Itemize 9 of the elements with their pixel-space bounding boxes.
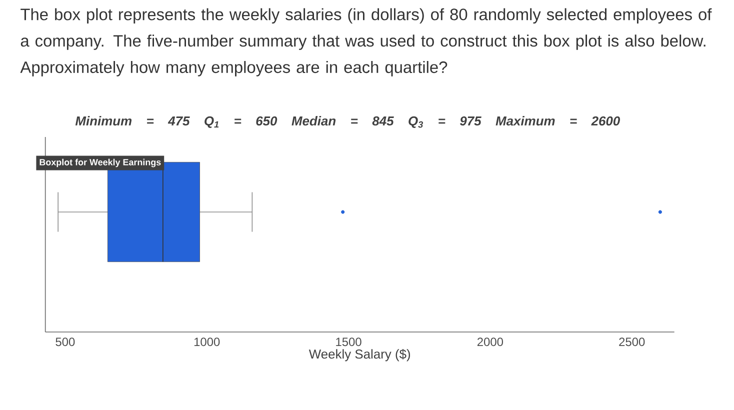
text: Minimum = 475 Q$_{1}$ = 650 Median = 845 Q$_{3}$ = 975 Maximum = 2600 [75,116,620,128]
x-tick-label: 1500 [336,338,362,346]
x-tick-label: 1000 [194,338,220,346]
x-tick-label: 2500 [619,338,645,346]
x-tick-label: 2000 [477,338,504,346]
x-tick-label: 500 [56,338,75,346]
annotation: Boxplot for Weekly Earnings [40,158,161,168]
chart-title: The box plot represents the weekly salaries (in dollars) of 80 randomly selected employees of a company. The five-number summary that was used to construct this box plot is also below. Approximately how many employees are in each quartile? [20,8,712,76]
x-axis-title: Weekly Salary ($) [308,348,410,362]
